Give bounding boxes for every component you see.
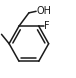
Text: OH: OH xyxy=(36,6,51,16)
Text: F: F xyxy=(44,21,50,31)
